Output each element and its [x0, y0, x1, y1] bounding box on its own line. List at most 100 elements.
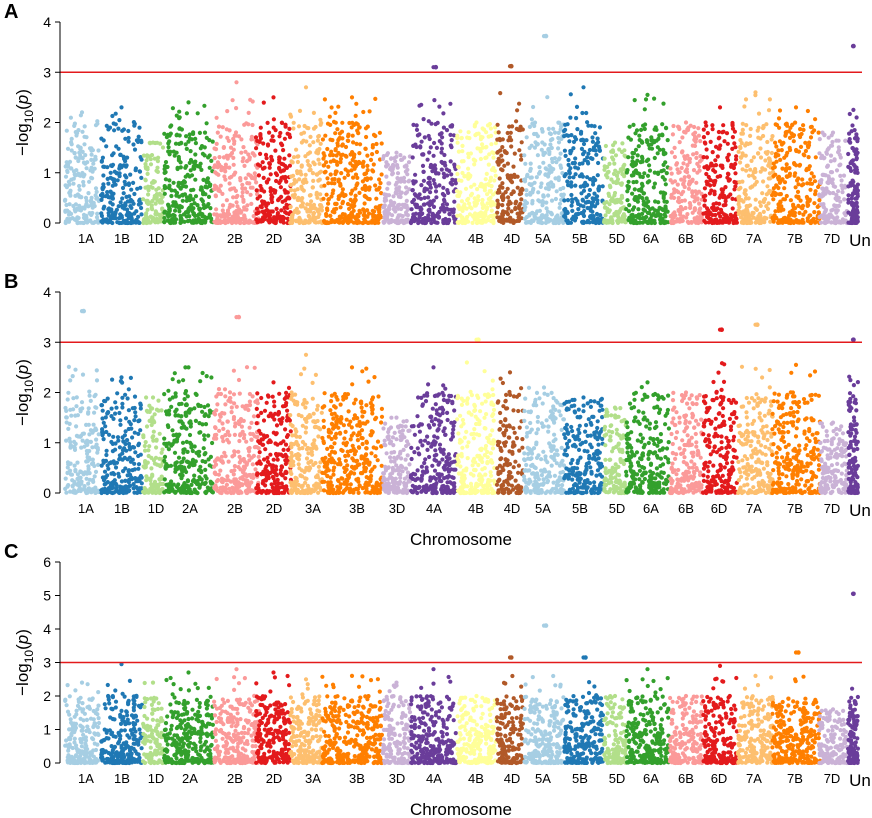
point-2a [172, 188, 177, 193]
point-6b [671, 123, 676, 129]
point-1a [70, 374, 75, 379]
point-5a [545, 182, 551, 187]
x-tick-label-7b: 7B [787, 231, 803, 246]
point-6a [647, 163, 652, 168]
point-7a [753, 197, 758, 202]
point-3b [377, 177, 382, 182]
point-2a [163, 177, 168, 182]
point-2d [258, 163, 263, 168]
point-6a [629, 217, 634, 223]
point-7b [782, 155, 787, 160]
point-2b [235, 193, 240, 198]
point-4b [473, 158, 478, 163]
point-3b [378, 181, 383, 186]
point-1a [86, 191, 91, 196]
point-6a [631, 151, 637, 156]
point-5a [534, 216, 539, 221]
point-7a [744, 163, 749, 168]
point-2a [172, 153, 177, 158]
point-6a [640, 140, 645, 145]
point-5d [613, 168, 618, 173]
point-6d [713, 163, 719, 168]
point-7b [806, 145, 811, 150]
point-2b [240, 159, 245, 164]
point-3a [289, 188, 294, 193]
point-7b [791, 139, 796, 144]
point-3b [326, 181, 331, 186]
point-5b [590, 139, 596, 144]
point-1a [96, 220, 101, 225]
point-2b [225, 218, 230, 223]
y-tick-label: 1 [43, 165, 51, 181]
point-7a [751, 155, 757, 160]
point-2b [240, 186, 245, 191]
point-1b [113, 481, 118, 486]
point-1a [95, 211, 100, 216]
point-1a [94, 189, 99, 194]
point-5b [595, 194, 600, 199]
point-6b [677, 170, 682, 175]
point-5b [591, 147, 596, 152]
point-4a [415, 218, 420, 223]
point-un [848, 220, 853, 225]
point-6a [636, 207, 641, 212]
point-1a [64, 490, 69, 495]
point-2a [169, 193, 174, 199]
point-5b [562, 134, 567, 139]
point-3b [351, 208, 356, 213]
point-2b [215, 165, 220, 170]
point-6a [627, 124, 632, 129]
point-2a [184, 134, 189, 139]
point-1d [143, 459, 148, 464]
point-7a [761, 209, 766, 214]
point-1b [107, 461, 112, 466]
point-7b [799, 131, 804, 137]
point-4b [480, 135, 485, 140]
point-6a [633, 162, 638, 167]
point-4a [413, 172, 418, 177]
point-2d [271, 138, 276, 143]
point-3a [311, 218, 316, 223]
point-2a [188, 149, 193, 154]
point-6a [642, 126, 647, 132]
point-6a [663, 151, 668, 156]
point-4a [410, 215, 416, 220]
point-7d [834, 192, 839, 198]
point-1b [129, 475, 134, 480]
point-1a [87, 389, 92, 394]
point-5b [563, 127, 568, 132]
point-5d [621, 167, 626, 172]
point-1a [71, 169, 77, 174]
point-5b [565, 122, 570, 127]
point-2b [243, 149, 248, 154]
point-4b [466, 155, 471, 160]
point-3a [301, 138, 306, 143]
point-5b [583, 180, 588, 185]
point-6a [631, 180, 636, 185]
point-5a [528, 168, 533, 173]
point-4d [516, 127, 521, 133]
point-7b [787, 213, 792, 218]
point-1b [123, 416, 129, 421]
point-3a [288, 220, 293, 225]
point-7a [740, 219, 745, 224]
point-3a [303, 154, 308, 159]
point-3b [337, 135, 342, 140]
point-5a [534, 142, 540, 147]
point-1b [102, 204, 107, 209]
point-7b [808, 213, 813, 218]
point-6a [662, 199, 667, 204]
point-4d [500, 203, 505, 208]
point-1a [66, 390, 71, 395]
point-7a [740, 167, 745, 172]
point-2b [240, 182, 245, 187]
point-6d [701, 155, 706, 160]
point-4a [411, 143, 416, 148]
point-1b [123, 429, 128, 434]
point-4d [509, 124, 515, 129]
point-2a [168, 149, 173, 154]
point-3b [332, 158, 337, 163]
point-4d [496, 187, 501, 193]
point-2b [255, 192, 260, 197]
point-un [855, 136, 860, 141]
